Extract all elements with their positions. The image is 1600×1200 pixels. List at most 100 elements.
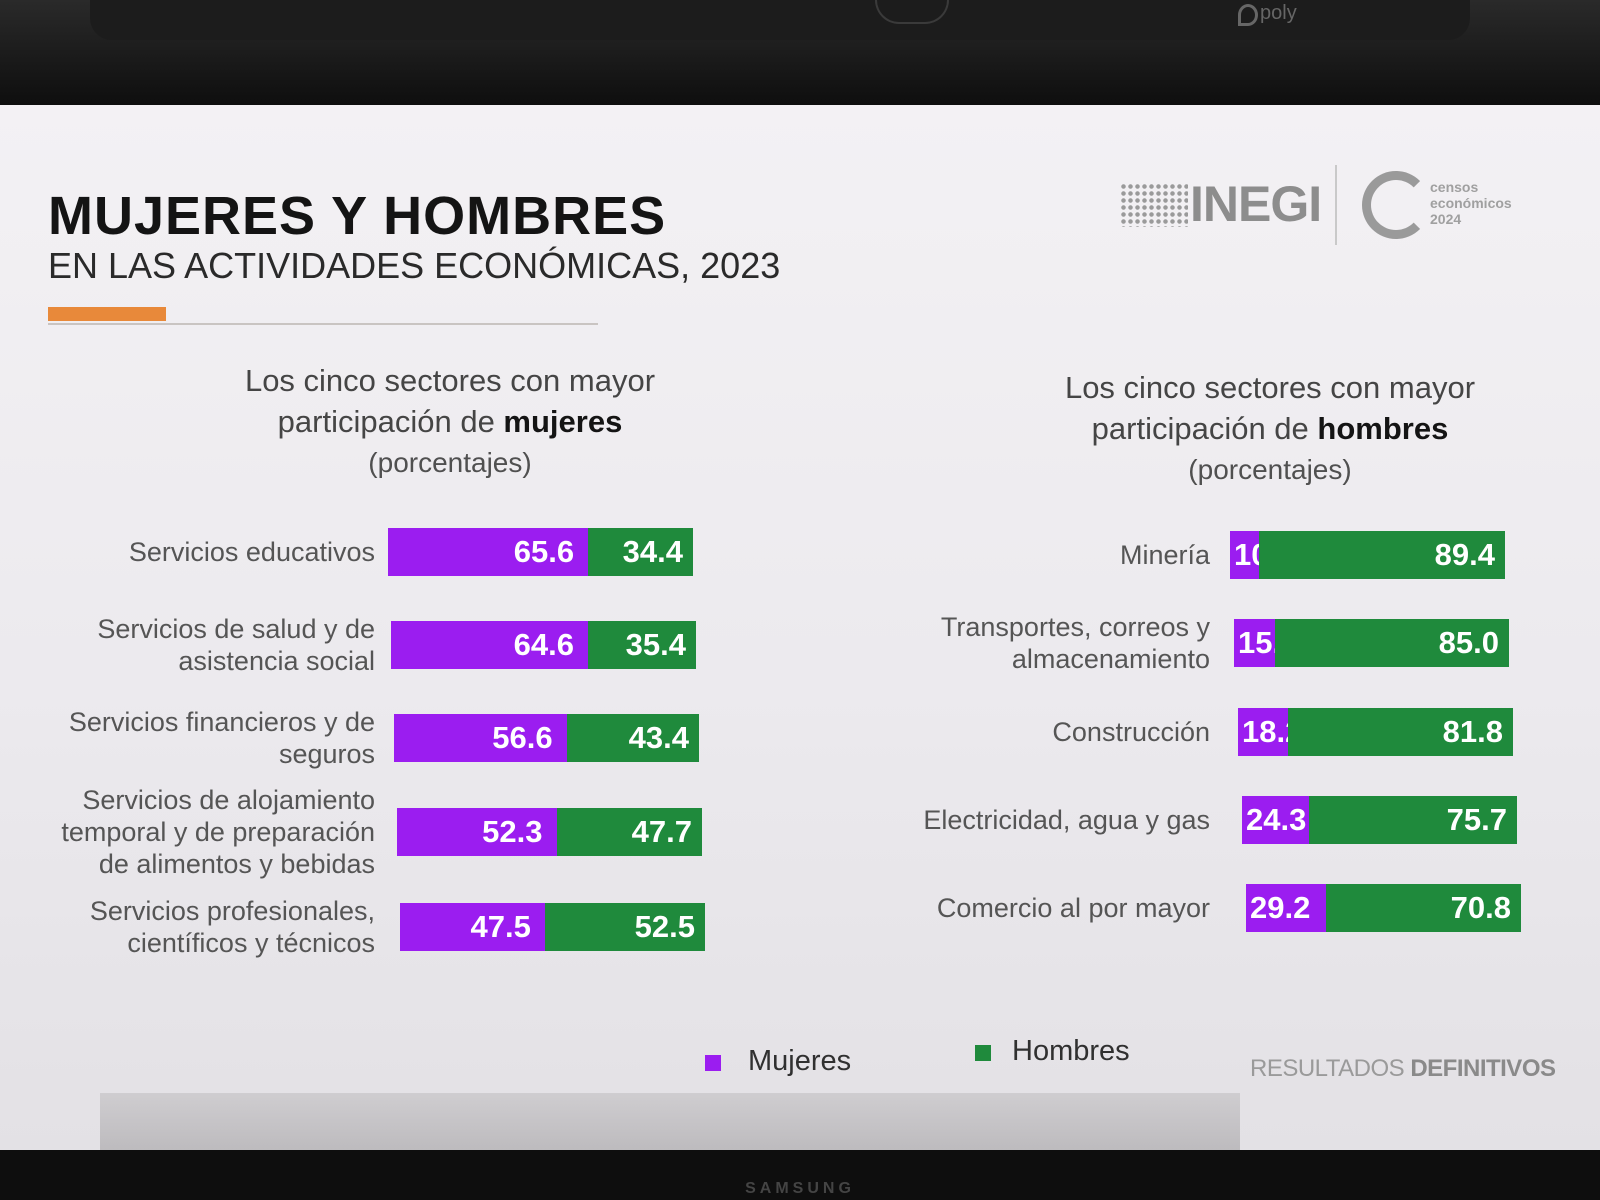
men-chart-value-hombres: 70.8 [1450,890,1511,925]
censos-line-3: 2024 [1430,211,1462,227]
women-chart-value-mujeres: 64.6 [513,627,575,662]
men-chart-bar-hombres: 89.4 [1259,531,1505,579]
men-heading-bold: hombres [1317,411,1449,446]
women-chart-value-mujeres: 47.5 [470,909,531,944]
censos-line-1: censos [1430,179,1479,195]
women-heading-line-1: Los cinco sectores con mayor [244,363,656,398]
results-footer: RESULTADOS DEFINITIVOS [1250,1055,1556,1083]
women-chart-row-label-line: Servicios profesionales, [89,896,375,926]
men-chart-bar-hombres: 70.8 [1326,884,1521,932]
women-chart-row-label-line: asistencia social [178,646,375,676]
women-chart-row-label-line: Servicios financieros y de [68,707,375,737]
women-chart-bar-mujeres: 47.5 [400,903,545,951]
legend-mujeres-label: Mujeres [748,1045,852,1077]
men-chart-bar: 18.2 81.8 [1238,708,1513,756]
men-chart-bar-hombres: 85.0 [1275,619,1509,667]
men-chart-row-label-line: Transportes, correos y [940,612,1210,642]
women-chart-row-label: Servicios de salud y de asistencia social [55,613,375,677]
legend-hombres-label: Hombres [1012,1035,1130,1067]
censos-logo-icon [1362,171,1430,239]
women-heading-line-2: participación de mujeres [200,401,700,442]
women-chart-row-label-line: seguros [278,739,375,769]
men-chart-bar-hombres: 81.8 [1288,708,1513,756]
women-chart-heading: Los cinco sectores con mayor participaci… [200,360,700,483]
tv-brand: SAMSUNG [745,1180,855,1197]
women-chart-bar-mujeres: 52.3 [397,808,557,856]
women-chart-bar: 56.6 43.4 [394,714,699,762]
women-chart-bar-mujeres: 64.6 [391,621,589,669]
inegi-dots-icon [1120,183,1188,227]
footer-part-1: RESULTADOS [1250,1055,1411,1082]
men-heading-line-2: participación de hombres [1020,408,1520,449]
men-chart-heading: Los cinco sectores con mayor participaci… [1020,367,1520,490]
men-chart-value-mujeres: 29.2 [1250,890,1311,925]
men-chart-bar: 29.2 70.8 [1246,884,1521,932]
men-chart-value-hombres: 75.7 [1446,802,1507,837]
webcam-brand: poly [1260,2,1297,24]
men-chart-value-hombres: 85.0 [1438,625,1499,660]
women-chart-bar-hombres: 34.4 [588,528,693,576]
title-accent-bar [48,307,166,321]
women-chart-value-hombres: 52.5 [634,909,695,944]
women-chart-row-label-line: temporal y de preparación [61,817,375,847]
women-chart-value-mujeres: 52.3 [482,814,543,849]
women-chart-row-label-line: Servicios de alojamiento [82,785,375,815]
women-chart-row-label-line: de alimentos y bebidas [98,849,375,879]
men-chart-value-hombres: 81.8 [1442,714,1503,749]
women-chart-value-hombres: 35.4 [625,627,686,662]
men-chart-row-label: Minería [900,539,1210,571]
men-heading-unit: (porcentajes) [1188,454,1352,485]
men-heading-line-1: Los cinco sectores con mayor [1064,370,1476,405]
men-chart-bar-mujeres: 15.0 [1234,619,1298,667]
footer-part-2: DEFINITIVOS [1410,1055,1556,1082]
women-heading-prefix: participación de [277,404,504,439]
presentation-slide: MUJERES Y HOMBRES EN LAS ACTIVIDADES ECO… [0,105,1600,1150]
women-chart-bar-hombres: 47.7 [556,808,702,856]
legend-mujeres-swatch [705,1055,721,1071]
men-chart-bar: 10.6 89.4 [1230,531,1505,579]
censos-line-2: económicos [1430,195,1512,211]
men-chart-value-mujeres: 24.3 [1246,802,1307,837]
men-chart-row-label: Comercio al por mayor [900,892,1210,924]
women-chart-row-label-line: Servicios de salud y de [97,614,375,644]
women-chart-bar-mujeres: 56.6 [394,714,567,762]
women-heading-unit: (porcentajes) [368,447,532,478]
women-chart-row-label: Servicios profesionales, científicos y té… [55,895,375,959]
women-chart-value-hombres: 47.7 [631,814,692,849]
women-chart-value-mujeres: 56.6 [492,720,553,755]
men-chart-row-label: Electricidad, agua y gas [900,804,1210,836]
women-chart-bar-hombres: 35.4 [588,621,696,669]
inegi-logo: INEGI [1190,176,1322,232]
men-chart-bar: 15.0 85.0 [1234,619,1509,667]
logo-separator [1335,165,1337,245]
men-chart-row-label: Transportes, correos y almacenamiento [900,611,1210,675]
women-chart-bar: 64.6 35.4 [391,621,696,669]
men-chart-row-label-line: Comercio al por mayor [936,893,1210,923]
women-heading-bold: mujeres [503,404,623,439]
men-chart-row-label-line: Construcción [1052,717,1210,747]
slide-title: MUJERES Y HOMBRES [48,186,667,246]
women-chart-value-hombres: 34.4 [622,534,683,569]
men-chart-bar: 24.3 75.7 [1242,796,1517,844]
legend-hombres-swatch [975,1045,991,1061]
men-chart-bar-hombres: 75.7 [1308,796,1517,844]
men-chart-row-label-line: Minería [1119,540,1210,570]
censos-logo-text: censos económicos 2024 [1430,179,1512,227]
women-chart-row-label: Servicios de alojamiento temporal y de pr… [55,784,375,880]
women-chart-row-label-line: Servicios educativos [128,537,375,567]
men-chart-row-label: Construcción [900,716,1210,748]
men-chart-value-hombres: 89.4 [1434,537,1495,572]
slide-bottom-strip [100,1093,1240,1150]
women-chart-bar-hombres: 43.4 [566,714,699,762]
monitor-top-bezel: poly [0,0,1600,105]
slide-subtitle: EN LAS ACTIVIDADES ECONÓMICAS, 2023 [48,245,781,286]
women-chart-bar-mujeres: 65.6 [388,528,589,576]
men-chart-row-label-line: Electricidad, agua y gas [923,805,1210,835]
men-heading-prefix: participación de [1091,411,1318,446]
men-chart-row-label-line: almacenamiento [1011,644,1210,674]
women-chart-value-mujeres: 65.6 [513,534,575,569]
women-chart-bar: 65.6 34.4 [388,528,693,576]
women-chart-row-label: Servicios educativos [55,536,375,568]
title-underline [48,323,598,325]
webcam-lens [875,0,949,24]
